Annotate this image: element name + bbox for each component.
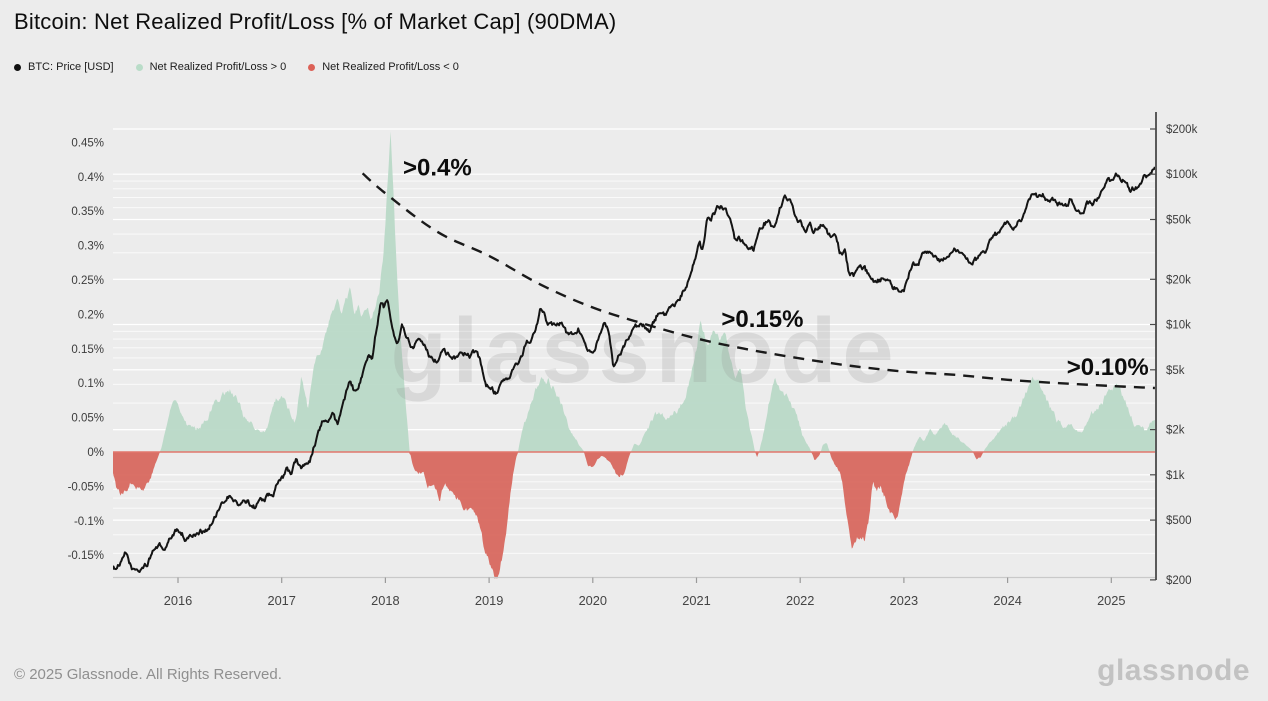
y-axis-right-tick-label: $500 [1166, 515, 1192, 527]
legend-swatch-icon [308, 63, 316, 71]
y-axis-right-tick-label: $200 [1166, 575, 1192, 587]
glassnode-watermark: glassnode [390, 300, 899, 402]
x-axis-year-label: 2021 [682, 593, 710, 608]
y-axis-right-tick-label: $5k [1166, 365, 1185, 377]
y-axis-left-tick-label: 0.25% [71, 275, 104, 287]
legend-swatch-icon [14, 63, 21, 71]
x-axis-year-label: 2017 [267, 593, 295, 608]
net-realized-loss-area [113, 452, 1155, 579]
y-axis-left-tick-label: 0.2% [78, 309, 104, 321]
annotations: >0.4% >0.15% >0.10% [403, 154, 1149, 381]
threshold-annotation: >0.4% [403, 154, 472, 181]
legend-item-1: Net Realized Profit/Loss > 0 [135, 61, 287, 73]
x-axis-year-label: 2025 [1097, 593, 1125, 608]
y-axis-right-tick-label: $100k [1166, 169, 1198, 181]
y-axis-right-tick-label: $20k [1166, 274, 1191, 286]
gridlines [113, 128, 1155, 554]
y-axis-right-tick-label: $2k [1166, 425, 1185, 437]
legend-swatch-icon [135, 63, 143, 71]
y-axis-right-tick-label: $50k [1166, 215, 1191, 227]
legend-label: BTC: Price [USD] [28, 61, 114, 73]
legend-item-0: BTC: Price [USD] [14, 61, 114, 73]
x-axis-year-label: 2019 [475, 593, 503, 608]
legend-label: Net Realized Profit/Loss > 0 [149, 61, 287, 73]
btc-price-line [113, 166, 1155, 573]
x-axis-year-label: 2024 [993, 593, 1021, 608]
threshold-annotation: >0.10% [1067, 354, 1149, 381]
y-axis-left-tick-label: 0.15% [71, 344, 104, 356]
y-axis-right-tick-label: $1k [1166, 470, 1185, 482]
threshold-annotation: >0.15% [721, 306, 803, 333]
y-axis-left-tick-label: -0.05% [68, 481, 104, 493]
y-axis-left-tick-label: -0.1% [74, 516, 104, 528]
chart-title: Bitcoin: Net Realized Profit/Loss [% of … [14, 9, 617, 34]
y-axis-left-tick-label: 0.3% [78, 241, 104, 253]
y-axis-left-tick-label: 0.45% [71, 137, 104, 149]
x-axis-year-label: 2022 [786, 593, 814, 608]
glassnode-logo: glassnode [1097, 654, 1250, 687]
y-axis-left-tick-label: 0.35% [71, 206, 104, 218]
x-axis-year-label: 2023 [890, 593, 918, 608]
y-axis-right-tick-label: $10k [1166, 320, 1191, 332]
legend-item-2: Net Realized Profit/Loss < 0 [308, 61, 459, 73]
x-axis-year-label: 2016 [164, 593, 192, 608]
y-axis-left-tick-label: 0.05% [71, 413, 104, 425]
threshold-dashed-curve [361, 172, 1155, 390]
y-axis-left-tick-label: 0.4% [78, 172, 104, 184]
copyright-text: © 2025 Glassnode. All Rights Reserved. [14, 666, 282, 683]
net-realized-profit-area [113, 131, 1155, 452]
y-axis-left-tick-label: -0.15% [68, 550, 104, 562]
y-axis-left-tick-label: 0.1% [78, 378, 104, 390]
y-axis-left-tick-label: 0% [87, 447, 104, 459]
legend: BTC: Price [USD] Net Realized Profit/Loss… [14, 61, 459, 73]
legend-label: Net Realized Profit/Loss < 0 [322, 61, 459, 73]
plot-area: glassnode [113, 131, 1155, 579]
x-axis-year-label: 2020 [579, 593, 607, 608]
axes: 0.45% 0.4% 0.35% 0.3% 0.25% 0.2% 0.15% 0.1% 0.05… [68, 112, 1198, 608]
y-axis-right-tick-label: $200k [1166, 124, 1198, 136]
x-axis-year-label: 2018 [371, 593, 399, 608]
